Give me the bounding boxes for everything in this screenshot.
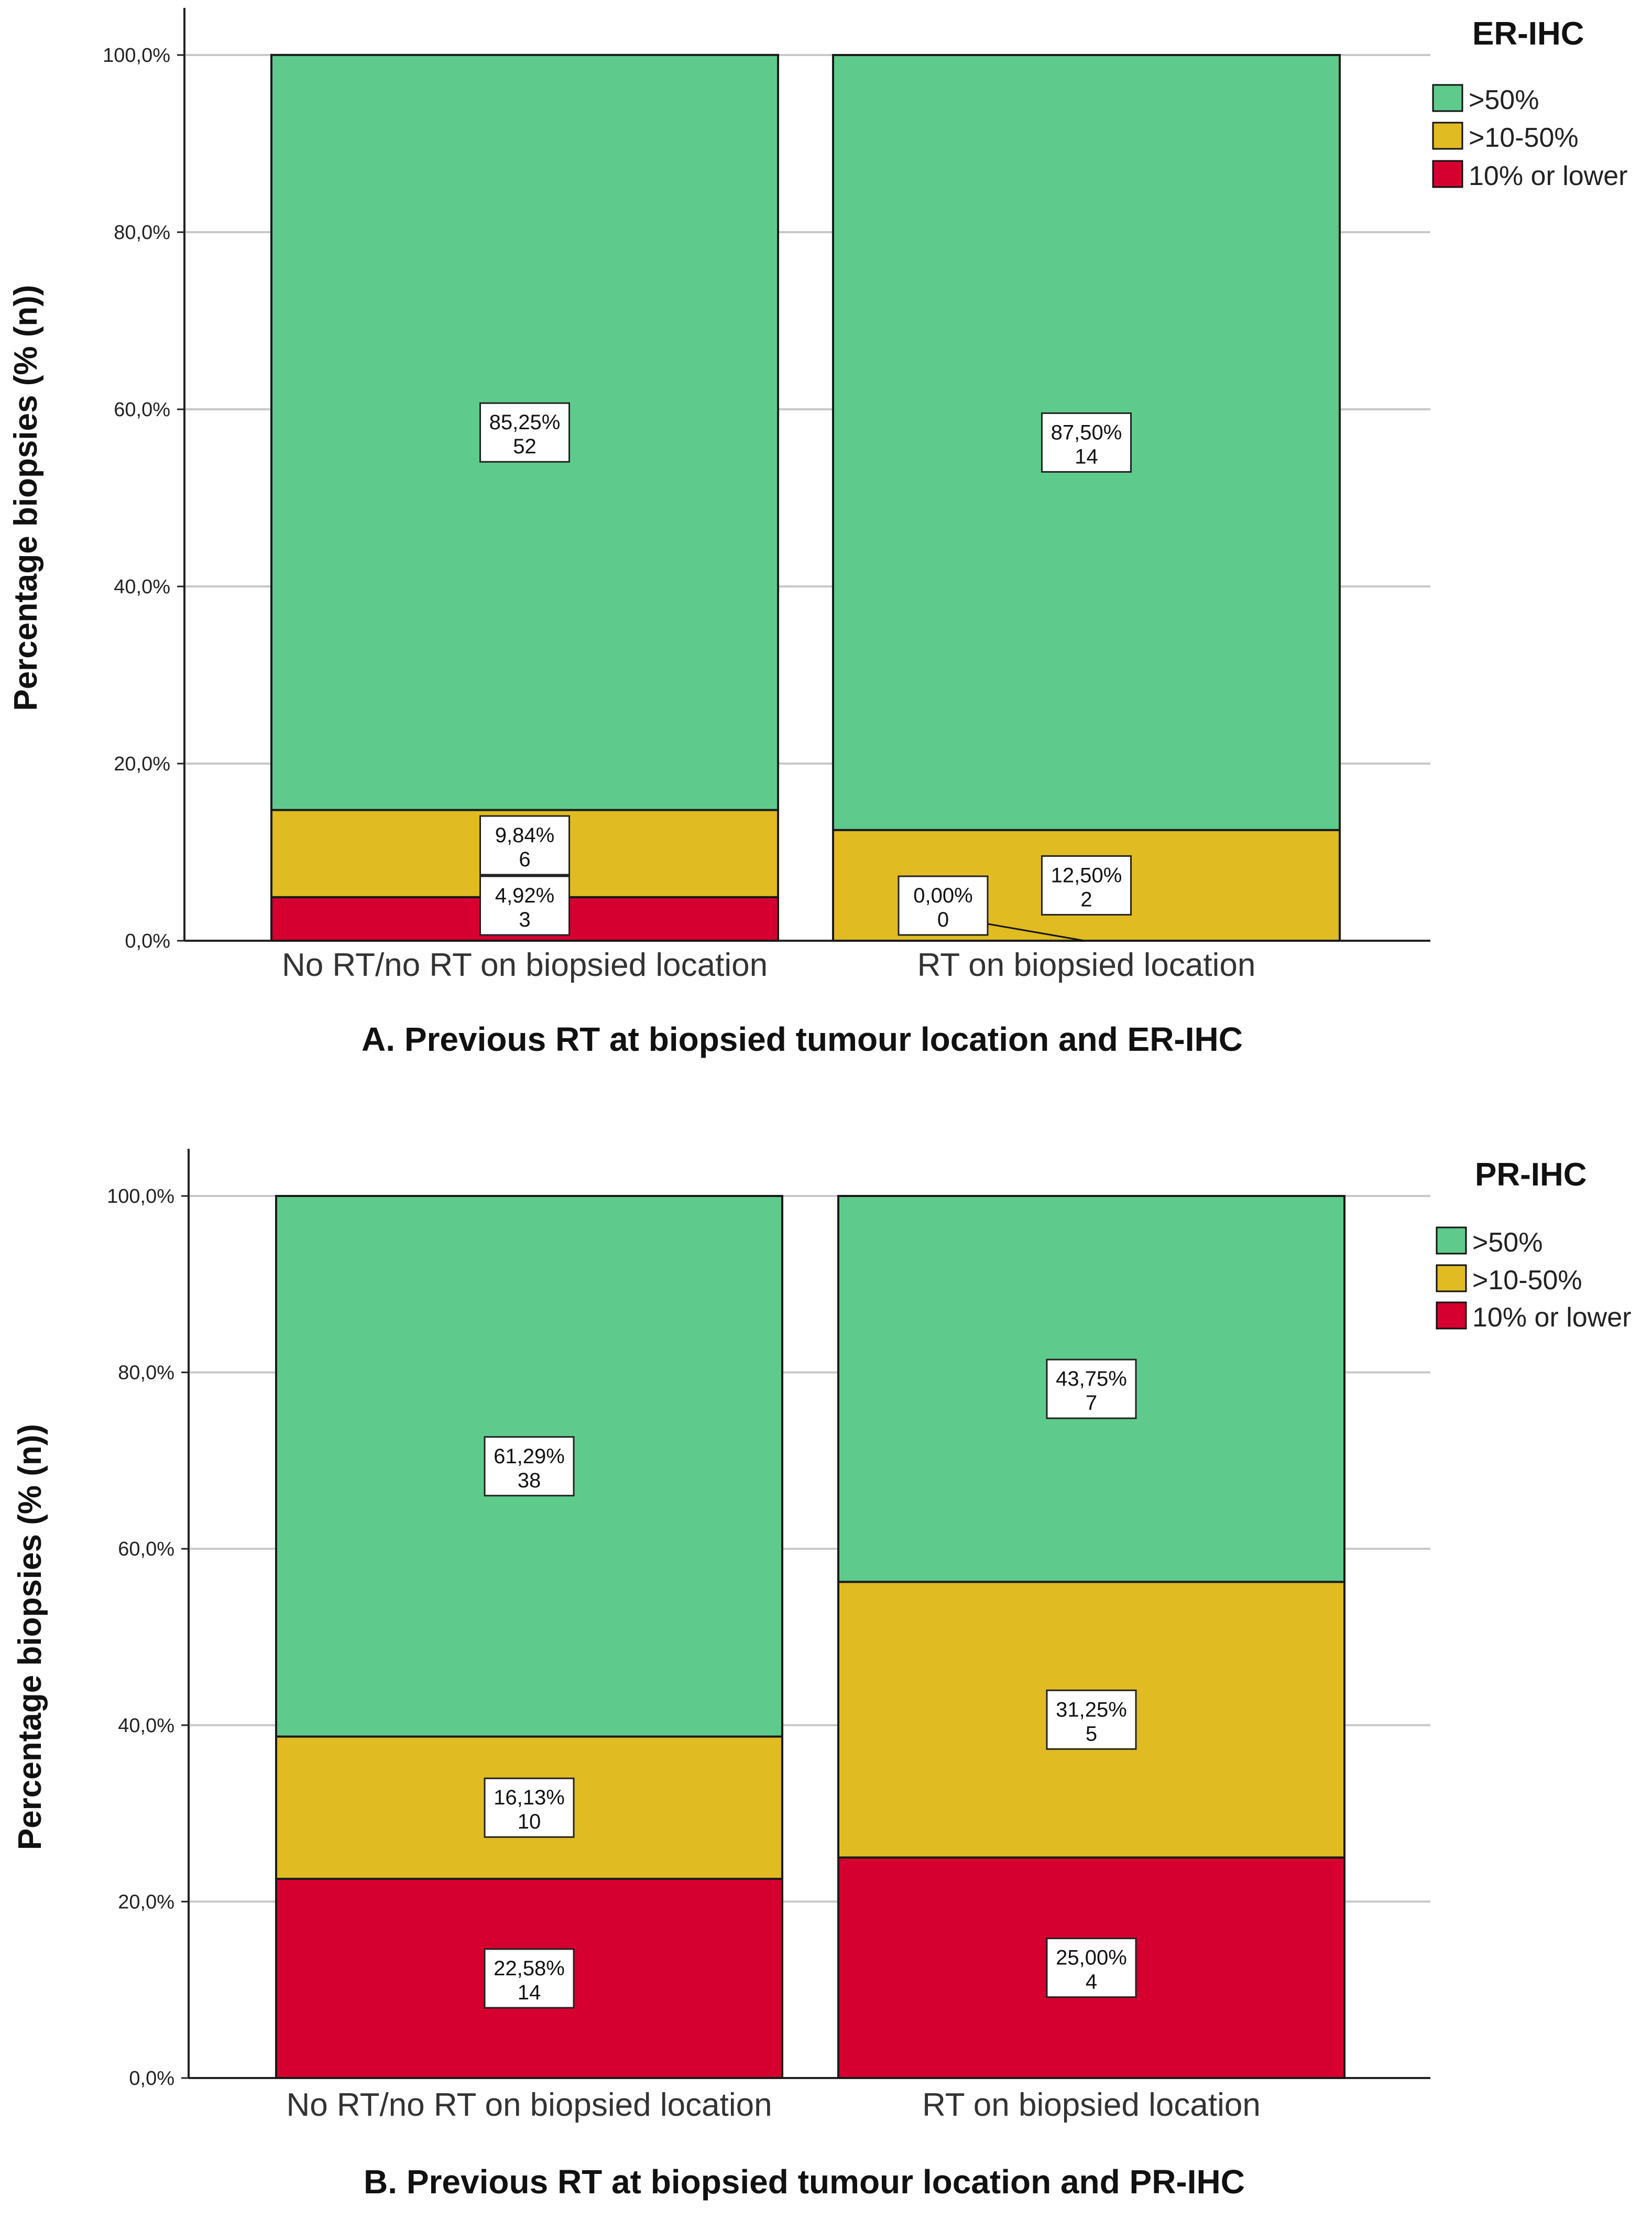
data-label-percent: 4,92%	[495, 884, 554, 907]
y-tick-label: 0,0%	[129, 2068, 174, 2090]
data-label-count: 38	[518, 1469, 541, 1492]
data-label-count: 10	[518, 1810, 541, 1833]
data-label-count: 3	[519, 908, 530, 931]
legend-label-10-or-lower: 10% or lower	[1472, 1302, 1631, 1333]
legend-title: PR-IHC	[1475, 1157, 1587, 1193]
y-axis-title: Percentage biopsies (% (n))	[12, 1424, 48, 1850]
data-label-box	[484, 1777, 575, 1838]
x-category-label: RT on biopsied location	[922, 2087, 1261, 2123]
data-label-percent: 61,29%	[494, 1445, 565, 1468]
legend-label-10-50: >10-50%	[1472, 1265, 1582, 1296]
data-label-box	[1046, 1358, 1137, 1419]
y-tick-label: 40,0%	[118, 1715, 174, 1737]
data-label-percent: 12,50%	[1051, 864, 1122, 887]
y-tick-label: 60,0%	[118, 1538, 174, 1560]
legend-label-10-or-lower: 10% or lower	[1469, 161, 1627, 191]
data-label-percent: 22,58%	[494, 1957, 565, 1980]
legend-swatch-50	[1436, 1226, 1467, 1255]
chart-title: B. Previous RT at biopsied tumour locati…	[364, 2163, 1245, 2201]
data-label-count: 7	[1086, 1391, 1097, 1415]
legend-swatch-10-50	[1436, 1264, 1467, 1292]
legend-label-50: >50%	[1472, 1227, 1542, 1258]
legend-label-50: >50%	[1469, 85, 1539, 115]
data-label-count: 0	[937, 908, 949, 931]
data-label-box	[484, 1436, 575, 1497]
y-tick-label: 80,0%	[114, 222, 170, 244]
data-label-box	[479, 875, 570, 936]
legend-swatch-50	[1432, 84, 1463, 112]
data-label-count: 2	[1080, 888, 1092, 911]
x-category-label: RT on biopsied location	[917, 947, 1256, 983]
y-axis-title: Percentage biopsies (% (n))	[8, 285, 44, 711]
data-label-percent: 25,00%	[1056, 1946, 1127, 1970]
data-label-count: 4	[1086, 1971, 1097, 1994]
x-category-label: No RT/no RT on biopsied location	[282, 947, 768, 983]
data-label-box	[898, 875, 989, 936]
data-label-box	[479, 815, 570, 876]
data-label-percent: 31,25%	[1056, 1698, 1127, 1721]
y-tick-label: 20,0%	[114, 753, 170, 775]
chart-title: A. Previous RT at biopsied tumour locati…	[362, 1020, 1243, 1058]
data-label-box	[1041, 855, 1132, 916]
data-label-count: 6	[519, 848, 530, 871]
data-label-percent: 9,84%	[495, 824, 554, 847]
legend-swatch-10-or-lower	[1432, 160, 1463, 188]
y-tick-label: 80,0%	[118, 1362, 174, 1384]
data-label-box	[484, 1948, 575, 2009]
data-label-percent: 0,00%	[913, 884, 972, 907]
y-tick-label: 0,0%	[125, 930, 170, 952]
data-label-percent: 85,25%	[489, 411, 561, 434]
y-tick-label: 60,0%	[114, 399, 170, 421]
legend-swatch-10-or-lower	[1436, 1301, 1467, 1330]
data-label-percent: 87,50%	[1051, 421, 1122, 444]
data-label-box	[479, 402, 570, 463]
y-tick-label: 20,0%	[118, 1891, 174, 1913]
data-label-box	[1046, 1938, 1137, 1998]
legend-title: ER-IHC	[1472, 16, 1584, 52]
chart-A: 0,0% 20,0% 40,0% 60,0% 80,0% 100,0% No RT/no R…	[8, 8, 1627, 1058]
data-label-count: 14	[1075, 445, 1098, 468]
data-label-percent: 43,75%	[1056, 1367, 1127, 1390]
data-label-count: 5	[1086, 1722, 1097, 1745]
chart-B: 0,0% 20,0% 40,0% 60,0% 80,0% 100,0% No RT/no R…	[12, 1149, 1631, 2201]
legend: PR-IHC >50% >10-50% 10% or lower	[1436, 1157, 1631, 1333]
data-label-box	[1046, 1689, 1137, 1750]
y-tick-label: 40,0%	[114, 576, 170, 598]
label-leader-line	[984, 922, 1085, 942]
data-label-box	[1041, 412, 1132, 473]
y-tick-label: 100,0%	[107, 1185, 174, 1208]
legend: ER-IHC >50% >10-50% 10% or lower	[1432, 16, 1627, 191]
x-category-label: No RT/no RT on biopsied location	[286, 2087, 772, 2123]
data-label-percent: 16,13%	[494, 1786, 565, 1809]
data-label-count: 52	[513, 435, 537, 458]
legend-label-10-50: >10-50%	[1469, 123, 1579, 153]
legend-swatch-10-50	[1432, 122, 1463, 150]
data-label-count: 14	[518, 1981, 541, 2004]
y-tick-label: 100,0%	[103, 45, 170, 67]
